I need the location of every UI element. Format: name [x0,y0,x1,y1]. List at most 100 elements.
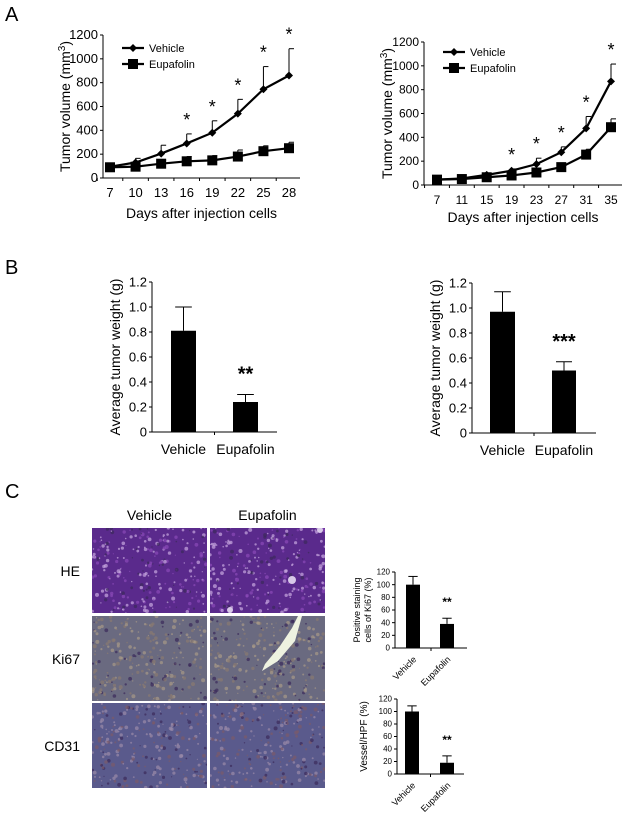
y-tick-label: 1200 [392,35,419,49]
square-marker [284,143,294,154]
diamond-marker [208,128,217,137]
significance-star: * [183,110,190,130]
legend-label: Vehicle [470,47,505,59]
y-tick-label: 40 [383,745,392,754]
category-label: Vehicle [480,442,525,458]
bar-chart-B-left: 0 0.2 0.4 0.6 0.8 1.0 1.2 Vehicle Eupafolin ** Ave… [107,274,277,457]
y-tick-label: 1.2 [129,274,147,289]
diamond-marker [285,71,293,80]
significance-stars: ** [238,364,254,386]
square-marker [606,122,616,133]
panel-label-b: B [5,257,19,279]
diamond-marker [233,109,242,118]
y-tick-label: 1.0 [449,300,467,315]
y-axis-label: Average tumor weight (g) [107,279,123,436]
significance-stars: *** [552,331,576,353]
y-tick-label: 800 [76,75,98,90]
y-tick-label: 120 [379,695,393,704]
x-tick-label: 7 [434,193,441,207]
significance-star: * [209,97,216,117]
square-marker [207,155,218,166]
y-tick-label: 0.6 [449,350,467,365]
category-label: Vehicle [161,441,206,457]
diamond-marker [557,148,566,157]
micrograph-ki67-vehicle [92,616,207,701]
square-marker [581,149,592,160]
legend-label: Eupafolin [470,63,516,75]
x-tick-label: 28 [282,185,296,200]
micrograph-ki67-eupafolin [210,616,325,701]
significance-star: * [558,123,565,143]
category-label: Eupafolin [419,780,453,814]
bar-vehicle [406,584,420,648]
square-marker [556,162,567,173]
y-axis-label: Positive staining [352,577,362,642]
y-axis-label: Vessel/HPF (%) [359,701,370,772]
x-tick-label: 13 [154,185,168,200]
y-tick-label: 0.4 [449,375,467,390]
series-line-vehicle [109,74,290,168]
y-tick-label: 40 [381,618,390,627]
y-tick-label: 0 [386,644,391,653]
y-axis-label: Tumor volume (mm3) [57,41,74,172]
y-tick-label: 0 [91,170,98,185]
y-tick-label: 80 [381,593,390,602]
y-tick-label: 0.6 [129,349,147,364]
y-tick-label: 0.4 [129,374,147,389]
y-tick-label: 60 [383,732,392,741]
panel-label-c: C [5,481,20,503]
square-marker [156,158,167,169]
significance-stars: ** [442,595,452,609]
y-tick-label: 0.2 [449,400,467,415]
vessel-lumen [262,616,302,671]
y-tick-label: 0.2 [129,399,147,414]
diamond-marker [182,139,191,148]
square-marker [432,174,442,185]
significance-star: * [583,92,590,112]
x-tick-label: 25 [256,185,270,200]
x-tick-label: 16 [179,185,193,200]
micrograph-cd31-eupafolin [210,703,325,788]
y-tick-label: 80 [383,720,392,729]
significance-stars: ** [442,733,452,747]
significance-star: * [260,43,267,63]
bar-chart-C-ki67: 0 20 40 60 80 100 120 Vehicle Eupafolin ** Positiv… [352,568,467,688]
square-marker [130,161,141,172]
diamond-marker [157,149,166,158]
y-tick-label: 200 [76,146,98,161]
line-chart-A-right: 0 200 400 600 800 1000 1200 7 11 15 19 23 27 31 35 Days… [379,35,622,225]
square-marker [456,174,467,185]
bar-eupafolin [440,762,454,774]
significance-star: * [508,145,515,165]
category-label: Vehicle [390,780,418,808]
category-label: Eupafolin [216,441,274,457]
category-label: Vehicle [391,654,419,682]
category-label: Eupafolin [535,442,593,458]
legend-label: Vehicle [149,43,184,55]
significance-star: * [533,134,540,154]
column-label-eupafolin: Eupafolin [238,507,297,523]
bar-eupafolin [440,623,454,648]
row-label-ki67: Ki67 [51,650,80,667]
y-tick-label: 0.8 [129,324,147,339]
micrograph-cd31-vehicle [92,703,207,788]
y-axis-label: Tumor volume (mm3) [379,48,396,179]
y-tick-label: 1000 [69,51,98,66]
x-axis-label: Days after injection cells [448,209,599,225]
diamond-marker [259,85,268,94]
square-marker [258,146,269,157]
x-tick-label: 19 [505,193,519,207]
micrograph-he-eupafolin [210,528,325,613]
y-tick-label: 0 [412,178,419,192]
significance-star: * [285,25,292,45]
y-tick-label: 0 [460,425,467,440]
bar-vehicle [405,711,419,774]
row-label-he: HE [60,562,80,579]
significance-star: * [607,40,614,60]
row-label-cd31: CD31 [44,737,80,754]
line-chart-A-left: 0 200 400 600 800 1000 1200 7 10 13 16 19 22 25 28 Days… [57,25,300,221]
y-tick-label: 0.8 [449,325,467,340]
y-tick-label: 1000 [392,59,419,73]
x-tick-label: 15 [480,193,494,207]
